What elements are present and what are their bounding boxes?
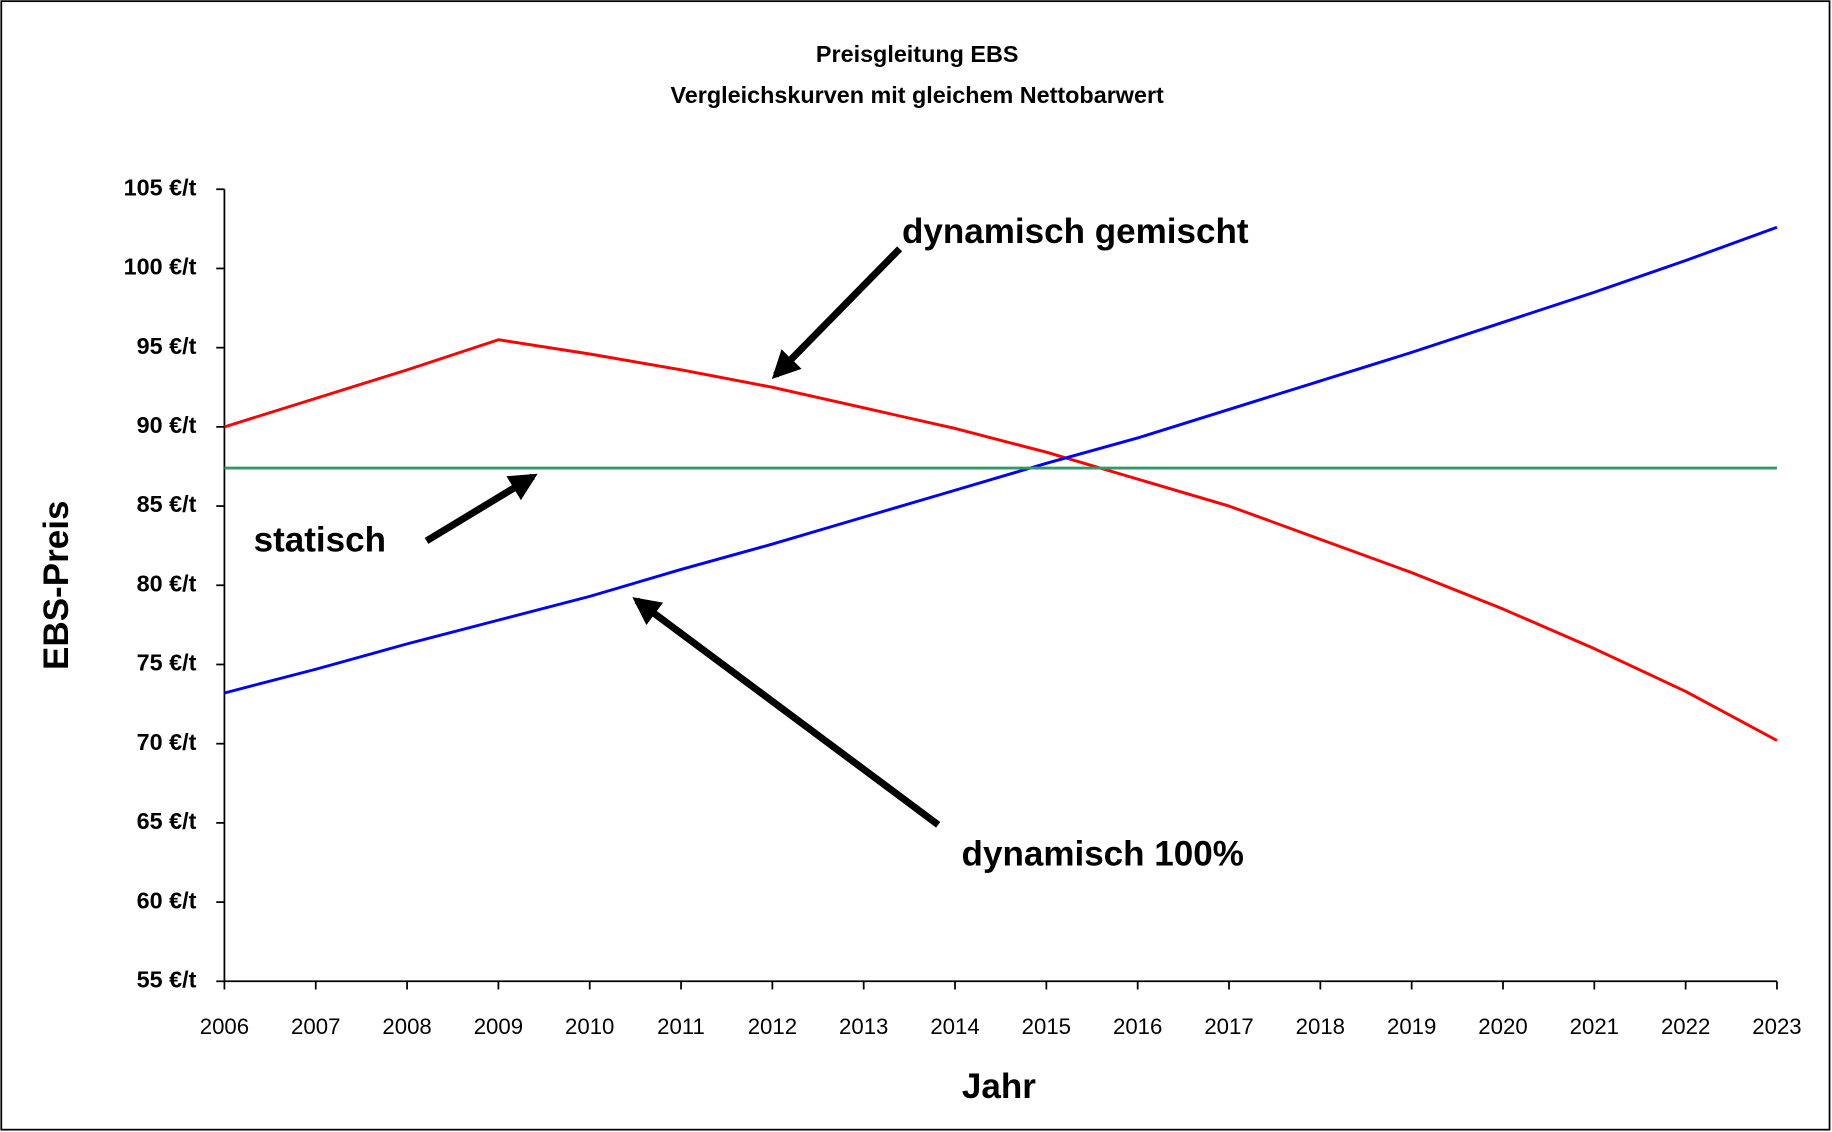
arrow [632, 597, 941, 828]
annotation: dynamisch gemischt [902, 212, 1249, 251]
x-tick-label: 2021 [1570, 1014, 1619, 1039]
y-tick-label: 60 €/t [137, 887, 197, 913]
x-tick-label: 2011 [657, 1014, 705, 1039]
y-tick-label: 80 €/t [137, 570, 197, 596]
x-tick-label: 2023 [1752, 1014, 1801, 1039]
x-tick-label: 2012 [748, 1014, 797, 1039]
series-line [223, 338, 1778, 742]
x-tick-label: 2018 [1296, 1014, 1345, 1039]
series-line [224, 225, 1778, 695]
chart-subtitle: Vergleichskurven mit gleichem Nettobarwe… [671, 82, 1165, 108]
x-tick-label: 2008 [382, 1014, 431, 1039]
y-tick-label: 85 €/t [137, 491, 197, 517]
annotation: statisch [254, 520, 386, 559]
y-tick-label: 100 €/t [124, 254, 197, 280]
x-tick-label: 2017 [1204, 1014, 1253, 1039]
x-tick-label: 2020 [1478, 1014, 1527, 1039]
x-tick-label: 2013 [839, 1014, 888, 1039]
y-axis-label: EBS-Preis [37, 501, 76, 670]
y-tick-label: 70 €/t [137, 729, 197, 755]
x-tick-label: 2007 [291, 1014, 340, 1039]
arrow [424, 473, 538, 544]
x-tick-label: 2006 [200, 1014, 249, 1039]
y-tick-label: 95 €/t [137, 333, 197, 359]
x-tick-label: 2022 [1661, 1014, 1710, 1039]
annotation: dynamisch 100% [962, 835, 1244, 874]
chart-title: Preisgleitung EBS [816, 41, 1019, 67]
y-tick-label: 65 €/t [137, 808, 197, 834]
x-axis-label: Jahr [962, 1067, 1036, 1106]
arrow [771, 246, 903, 379]
x-tick-label: 2015 [1022, 1014, 1071, 1039]
x-tick-label: 2010 [565, 1014, 614, 1039]
x-tick-label: 2016 [1113, 1014, 1162, 1039]
y-tick-label: 90 €/t [137, 412, 197, 438]
x-tick-label: 2009 [474, 1014, 523, 1039]
y-tick-label: 105 €/t [124, 174, 197, 200]
x-tick-label: 2019 [1387, 1014, 1436, 1039]
y-tick-label: 75 €/t [137, 650, 197, 676]
y-tick-label: 55 €/t [137, 966, 197, 992]
x-tick-label: 2014 [930, 1014, 979, 1039]
